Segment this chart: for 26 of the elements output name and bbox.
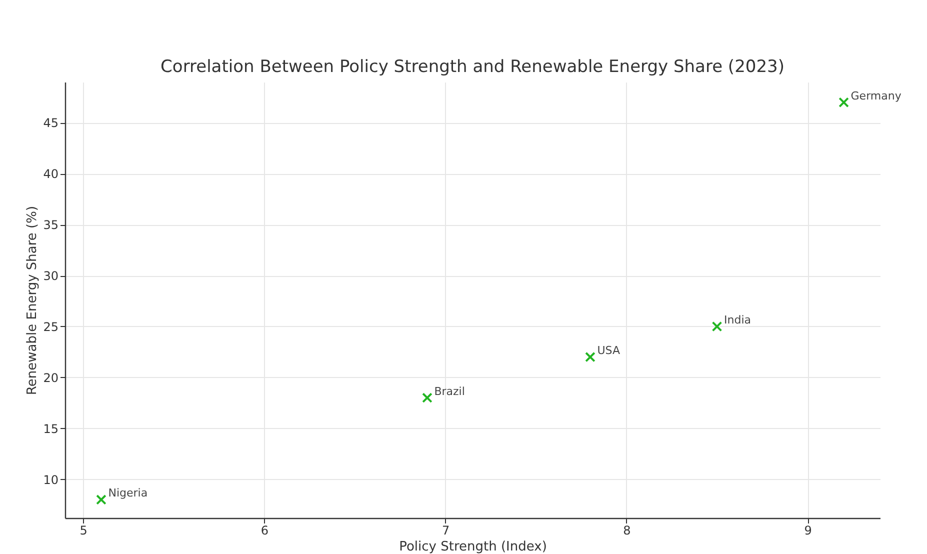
y-tick-label: 20	[43, 370, 58, 385]
y-tick-label: 10	[43, 472, 58, 487]
y-axis-title: Renewable Energy Share (%)	[25, 206, 40, 396]
y-tick-label: 30	[43, 269, 58, 284]
point	[422, 392, 432, 403]
point	[585, 352, 596, 362]
point	[712, 321, 722, 332]
x-tick-label: 9	[804, 524, 812, 538]
annotation: USA	[597, 344, 620, 358]
x-tick-label: 6	[260, 524, 269, 538]
annotation: India	[724, 313, 751, 326]
y-tick-label: 25	[43, 320, 58, 334]
annotation: Nigeria	[108, 486, 148, 500]
annotation: Brazil	[434, 384, 465, 398]
y-tick-label: 15	[43, 422, 58, 436]
x-tick-label: 5	[80, 524, 88, 538]
x-tick-label: 7	[442, 524, 450, 538]
y-tick-label: 35	[43, 218, 58, 232]
point	[96, 494, 106, 505]
chart-title: Correlation Between Policy Strength and Renewable Energy Share (2023)	[160, 57, 784, 77]
x-tick-label: 8	[623, 524, 631, 538]
point	[838, 97, 849, 108]
x-axis-title: Policy Strength (Index)	[399, 540, 547, 554]
annotation: Germany	[850, 89, 902, 102]
y-tick-label: 45	[43, 116, 58, 130]
y-tick-label: 40	[43, 167, 58, 182]
